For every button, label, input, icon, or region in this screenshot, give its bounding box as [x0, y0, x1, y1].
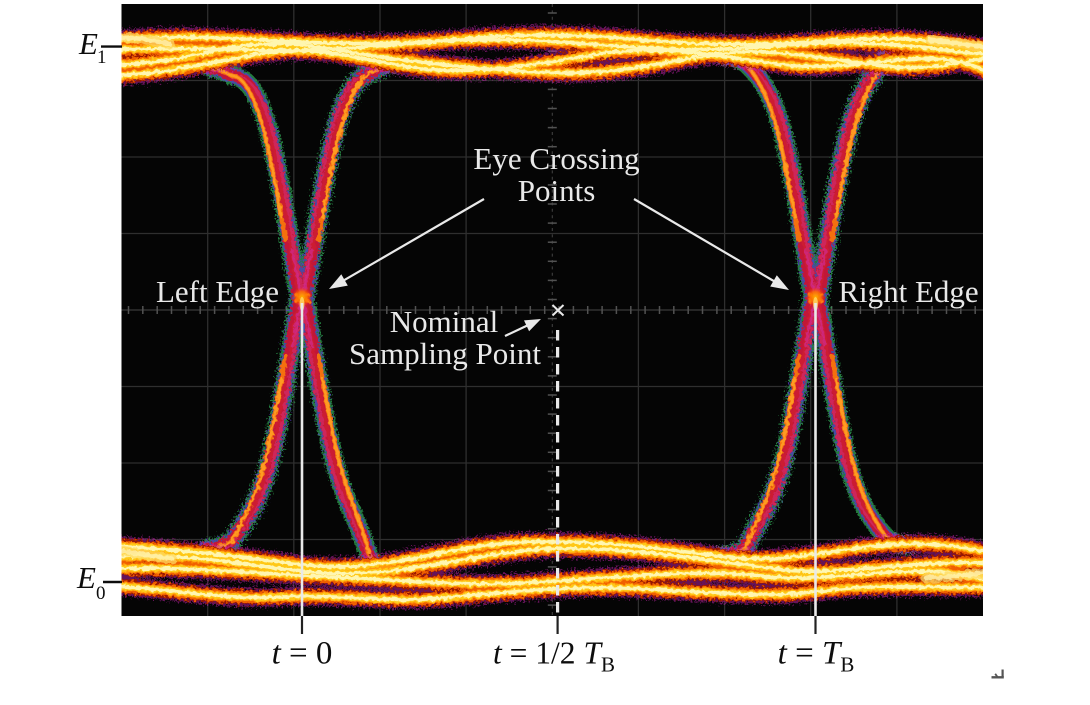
- svg-text:t = 1/2 TB: t = 1/2 TB: [493, 636, 615, 677]
- svg-text:E: E: [76, 560, 96, 595]
- svg-text:1: 1: [97, 47, 107, 68]
- svg-text:Nominal: Nominal: [390, 304, 499, 339]
- svg-text:t = 0: t = 0: [272, 636, 333, 672]
- svg-text:Points: Points: [518, 173, 596, 208]
- svg-text:0: 0: [96, 583, 106, 604]
- svg-text:E: E: [78, 26, 98, 61]
- svg-text:Left Edge: Left Edge: [156, 274, 279, 309]
- svg-text:Eye Crossing: Eye Crossing: [473, 141, 639, 176]
- svg-text:t = TB: t = TB: [778, 636, 855, 677]
- svg-text:Right Edge: Right Edge: [838, 274, 978, 309]
- svg-text:Sampling Point: Sampling Point: [349, 336, 541, 371]
